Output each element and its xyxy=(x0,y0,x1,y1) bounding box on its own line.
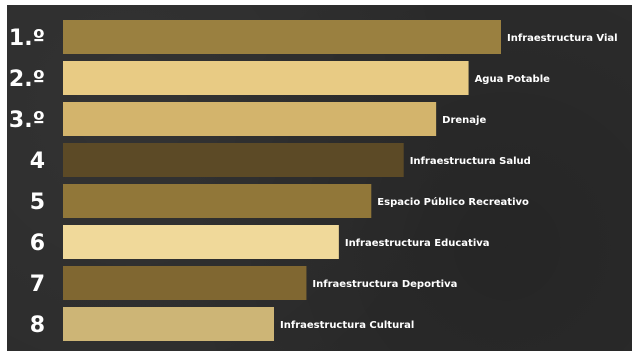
bar xyxy=(63,266,307,300)
rank-label: 5 xyxy=(30,190,45,215)
bar xyxy=(63,143,404,177)
category-label: Infraestructura Educativa xyxy=(345,238,490,249)
category-label: Infraestructura Vial xyxy=(507,33,618,44)
bar xyxy=(63,307,274,341)
rank-label: 3.º xyxy=(9,108,45,133)
bar xyxy=(63,225,339,259)
ranking-bar-chart: 1.º Infraestructura Vial 2.º Agua Potable 3.… xyxy=(9,20,618,341)
rank-label: 1.º xyxy=(9,26,45,51)
chart-panel: 1.º Infraestructura Vial 2.º Agua Potable 3.… xyxy=(7,5,632,351)
bar xyxy=(63,61,469,95)
rank-label: 6 xyxy=(30,231,45,256)
category-label: Espacio Público Recreativo xyxy=(377,196,529,208)
category-label: Drenaje xyxy=(442,115,486,126)
bar xyxy=(63,102,437,136)
rank-label: 2.º xyxy=(9,67,45,92)
bar xyxy=(63,184,372,218)
bar xyxy=(63,20,501,54)
rank-label: 7 xyxy=(30,272,45,297)
category-label: Infraestructura Deportiva xyxy=(312,279,457,290)
rank-label: 8 xyxy=(30,313,45,338)
rank-label: 4 xyxy=(30,149,45,174)
category-label: Infraestructura Cultural xyxy=(280,320,414,331)
category-label: Agua Potable xyxy=(475,74,551,85)
category-label: Infraestructura Salud xyxy=(410,156,531,167)
